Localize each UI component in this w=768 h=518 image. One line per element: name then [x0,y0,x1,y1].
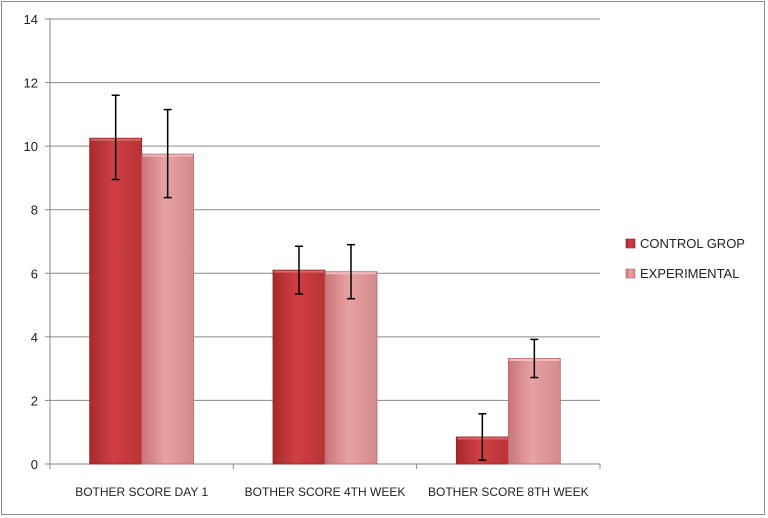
x-category-label: BOTHER SCORE 4TH WEEK [245,485,406,499]
y-tick-label: 6 [31,266,38,281]
y-tick-label: 14 [24,12,38,27]
legend-swatch [625,268,636,279]
legend-label: EXPERIMENTAL [640,266,739,281]
axes: 0 2 4 6 8 10 12 14 BOTHER SCORE DAY 1 BOTHER SCOR… [24,12,601,499]
legend: CONTROL GROP EXPERIMENTAL [625,236,745,281]
y-tick-label: 10 [24,139,38,154]
y-tick-label: 0 [31,457,38,472]
bar [272,269,326,465]
legend-swatch [625,238,636,249]
x-category-label: BOTHER SCORE 8TH WEEK [428,485,589,499]
bar [324,271,378,465]
bars [89,137,561,465]
x-category-label: BOTHER SCORE DAY 1 [75,485,208,499]
error-bars [111,94,539,461]
bar [141,153,195,465]
y-tick-label: 4 [31,330,38,345]
legend-label: CONTROL GROP [640,236,745,251]
bar [89,137,143,465]
y-tick-label: 12 [24,76,38,91]
y-tick-label: 2 [31,393,38,408]
y-tick-label: 8 [31,203,38,218]
